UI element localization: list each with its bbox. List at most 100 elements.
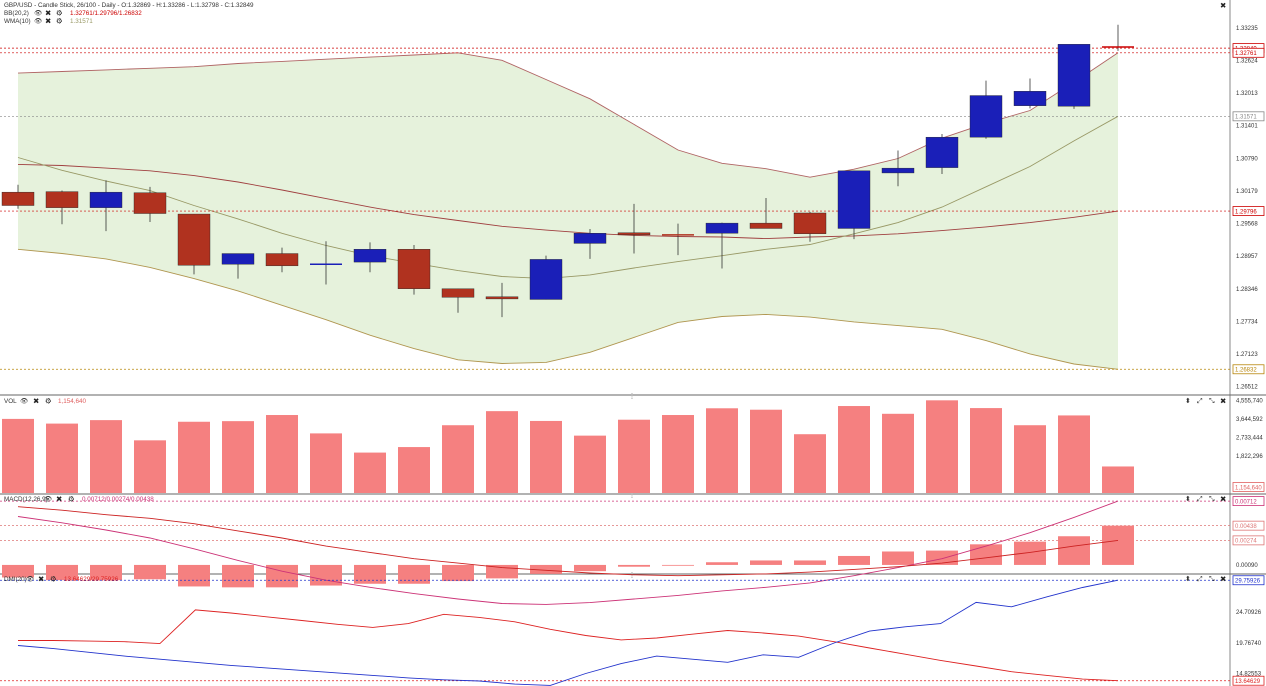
macd-signal-line — [17, 506, 1119, 577]
price-axis-tick-label: 1.28346 — [1236, 287, 1258, 293]
volume-bar — [310, 433, 342, 493]
price-tag-text: 1.29796 — [1235, 209, 1257, 215]
close-icon[interactable]: ✖ — [33, 397, 39, 406]
minimize-icon[interactable]: ⤡ — [1209, 398, 1215, 405]
macd-line — [17, 500, 1119, 605]
macd-tag-text: 0.00712 — [1235, 499, 1257, 505]
macd-tag: 0.00274 — [1232, 535, 1265, 546]
chart-title: GBP/USD - Candle Stick, 26/100 - Daily -… — [4, 2, 254, 9]
candle-body — [573, 233, 607, 244]
macd-histogram-bar — [750, 560, 782, 565]
macd-histogram-bar — [1058, 536, 1090, 565]
price-tag-box — [1232, 47, 1265, 58]
macd-tag-text: 0.00438 — [1235, 524, 1257, 530]
price-axis-tick-label: 1.32624 — [1236, 58, 1258, 64]
candle-body — [89, 191, 123, 208]
volume-bar — [398, 447, 430, 493]
dmi-axis-tick-label: 19.76740 — [1236, 641, 1262, 647]
close-icon[interactable]: ✖ — [45, 9, 51, 18]
candle-body — [837, 170, 871, 229]
price-legend: GBP/USD - Candle Stick, 26/100 - Daily -… — [4, 2, 254, 26]
candle-body — [925, 136, 959, 168]
gear-icon[interactable]: ⚙ — [45, 397, 52, 406]
volume-bar — [794, 434, 826, 493]
macd-tag-box — [1232, 496, 1265, 506]
price-tag-text: 1.26832 — [1235, 368, 1257, 374]
bollinger-lower-line — [17, 248, 1119, 370]
maximize-icon[interactable]: ⤢ — [1197, 576, 1203, 583]
macd-histogram-bar — [706, 562, 738, 565]
volume-bar — [530, 420, 562, 493]
macd-histogram-bar — [926, 550, 958, 565]
price-tag-box — [1232, 206, 1265, 216]
splitter-handle-icon[interactable]: ⁞ — [631, 491, 633, 500]
volume-axis-tick-label: 3,644,592 — [1236, 417, 1263, 423]
macd-histogram-bar — [46, 564, 78, 581]
pane-controls-macd: ⬍ ⤢ ⤡ ✖ — [1185, 495, 1226, 504]
wma-line — [17, 115, 1119, 280]
close-icon[interactable]: ✖ — [38, 575, 44, 584]
macd-histogram-bar — [354, 564, 386, 584]
macd-histogram-bar — [1014, 541, 1046, 565]
volume-legend-label: VOL — [4, 398, 17, 405]
macd-legend-values: 0.00712/0.00274/0.00438 — [82, 496, 154, 503]
move-icon[interactable]: ⬍ — [1185, 575, 1191, 583]
gear-icon[interactable]: ⚙ — [56, 9, 63, 18]
minimize-icon[interactable]: ⤡ — [1209, 576, 1215, 583]
macd-histogram-bar — [838, 555, 870, 565]
dmi-pane: 24.70926 19.76740 14.82553 29.75926 13.64629 — [0, 575, 1265, 686]
close-icon[interactable]: ✖ — [1220, 575, 1226, 584]
volume-bar — [1058, 415, 1090, 493]
macd-tag-box — [1232, 535, 1265, 546]
gear-icon[interactable]: ⚙ — [50, 575, 57, 584]
move-icon[interactable]: ⬍ — [1185, 397, 1191, 405]
close-icon[interactable]: ✖ — [45, 17, 51, 26]
macd-histogram-bar — [530, 564, 562, 574]
price-tag: 1.29796 — [1232, 206, 1265, 216]
eye-icon[interactable]: 👁 — [26, 575, 35, 583]
volume-bar — [266, 415, 298, 493]
bb-legend-values: 1.32761/1.29796/1.26832 — [70, 10, 142, 17]
volume-bar — [706, 408, 738, 493]
dmi-plus-line — [17, 579, 1119, 686]
dmi-axis-tick-label: 24.70926 — [1236, 610, 1262, 616]
dmi-legend-values: 13.64629/29.75926 — [64, 576, 119, 583]
close-icon[interactable]: ✖ — [1220, 495, 1226, 504]
gear-icon[interactable]: ⚙ — [68, 495, 75, 504]
gear-icon[interactable]: ⚙ — [56, 17, 63, 26]
price-axis-tick-label: 1.27734 — [1236, 319, 1258, 325]
maximize-icon[interactable]: ⤢ — [1197, 496, 1203, 503]
close-icon[interactable]: ✖ — [1220, 397, 1226, 406]
volume-bar — [926, 400, 958, 493]
eye-icon[interactable]: 👁 — [20, 397, 29, 405]
price-axis-tick-label: 1.28957 — [1236, 254, 1258, 260]
candle-body — [485, 296, 519, 300]
splitter-handle-icon[interactable]: ⁞ — [631, 571, 633, 580]
dmi-tag-text: 29.75926 — [1235, 579, 1261, 585]
close-icon[interactable]: ✖ — [1220, 1, 1226, 10]
volume-bar — [2, 418, 34, 493]
volume-bar — [486, 411, 518, 493]
move-icon[interactable]: ⬍ — [1185, 495, 1191, 503]
splitter-handle-icon[interactable]: ⁞ — [631, 392, 633, 401]
macd-histogram-bar — [2, 564, 34, 578]
candle-body — [529, 259, 563, 300]
volume-bar — [222, 421, 254, 493]
volume-pane: 4,555,740 3,644,592 2,733,444 1,822,296 1,15… — [2, 398, 1265, 493]
candle-body — [441, 288, 475, 298]
maximize-icon[interactable]: ⤢ — [1197, 398, 1203, 405]
bb-legend-label: BB(20,2) — [4, 10, 29, 17]
eye-icon[interactable]: 👁 — [34, 17, 43, 25]
volume-legend: VOL 👁 ✖ ⚙ 1,154,640 — [4, 397, 87, 406]
minimize-icon[interactable]: ⤡ — [1209, 496, 1215, 503]
eye-icon[interactable]: 👁 — [34, 9, 43, 17]
volume-bar — [442, 425, 474, 493]
eye-icon[interactable]: 👁 — [44, 495, 53, 503]
dmi-axis-tick-label: 14.82553 — [1236, 672, 1262, 678]
close-icon[interactable]: ✖ — [56, 495, 62, 504]
candle-body — [969, 95, 1003, 138]
macd-histogram-bar — [882, 551, 914, 565]
dmi-legend-label: DMI(20) — [4, 576, 27, 583]
price-tag-text: 1.32761 — [1235, 51, 1257, 57]
